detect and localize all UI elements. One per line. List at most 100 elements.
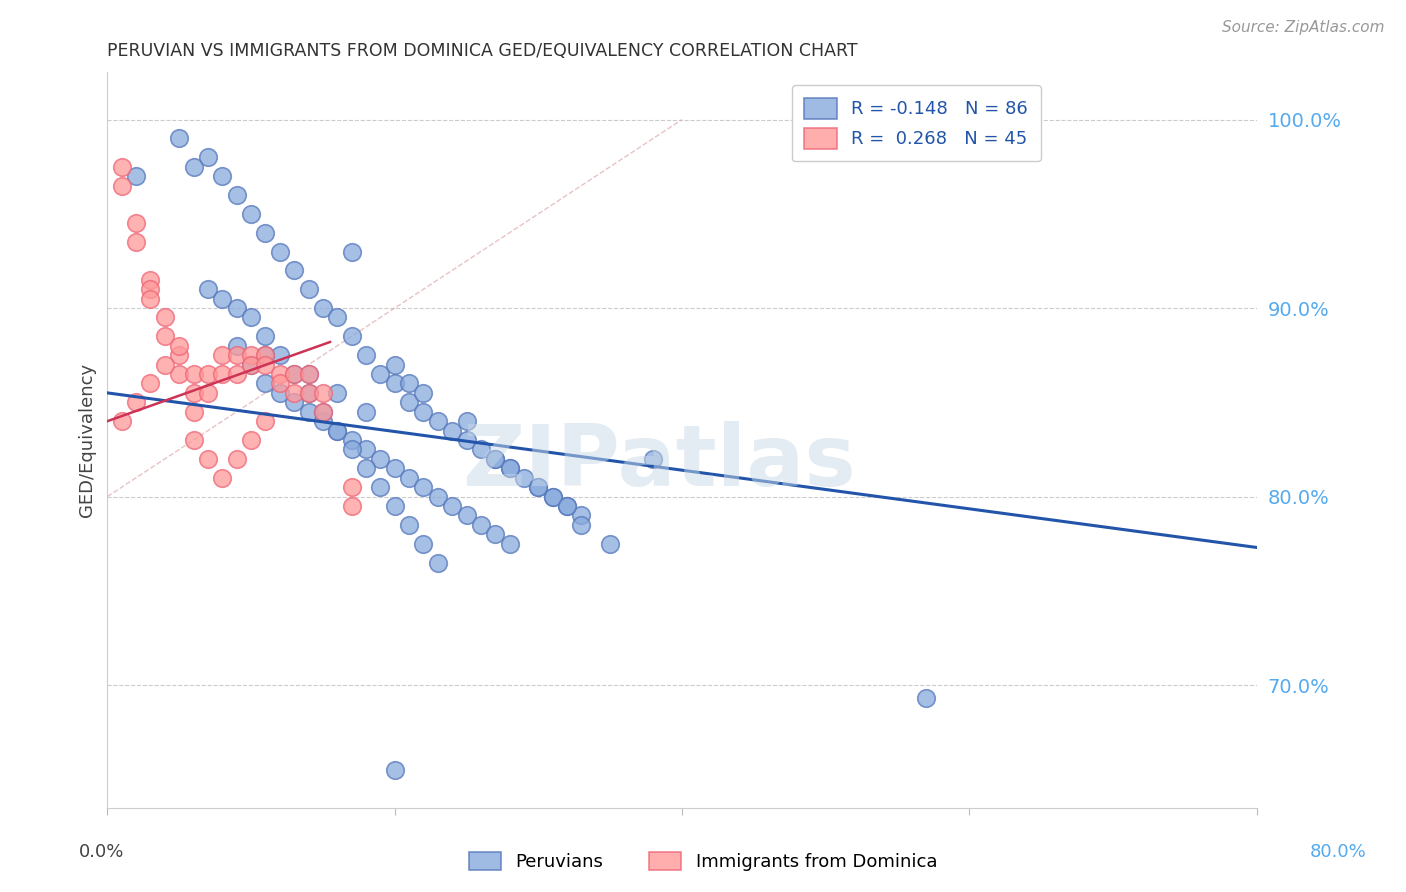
Point: [167, 131, 190, 145]
Point: [326, 424, 349, 438]
Point: [111, 414, 134, 428]
Point: [139, 376, 162, 391]
Point: [571, 508, 593, 523]
Y-axis label: GED/Equivalency: GED/Equivalency: [79, 363, 96, 517]
Point: [312, 405, 335, 419]
Point: [426, 490, 449, 504]
Point: [225, 451, 247, 466]
Point: [211, 367, 233, 381]
Point: [456, 433, 478, 447]
Point: [643, 451, 665, 466]
Point: [183, 367, 205, 381]
Point: [354, 461, 377, 475]
Point: [254, 329, 277, 343]
Point: [240, 433, 263, 447]
Point: [297, 385, 319, 400]
Point: [370, 367, 392, 381]
Point: [240, 207, 263, 221]
Point: [340, 499, 363, 513]
Point: [312, 414, 335, 428]
Legend: Peruvians, Immigrants from Dominica: Peruvians, Immigrants from Dominica: [461, 845, 945, 879]
Point: [111, 178, 134, 193]
Point: [484, 527, 506, 541]
Point: [167, 348, 190, 362]
Point: [555, 499, 578, 513]
Point: [340, 442, 363, 457]
Point: [269, 244, 291, 259]
Point: [412, 385, 434, 400]
Point: [384, 763, 406, 777]
Point: [370, 451, 392, 466]
Point: [139, 273, 162, 287]
Point: [225, 348, 247, 362]
Point: [326, 424, 349, 438]
Point: [541, 490, 564, 504]
Point: [398, 471, 420, 485]
Point: [384, 358, 406, 372]
Point: [183, 160, 205, 174]
Point: [527, 480, 550, 494]
Point: [254, 348, 277, 362]
Point: [269, 376, 291, 391]
Point: [555, 499, 578, 513]
Point: [125, 395, 148, 409]
Point: [269, 385, 291, 400]
Point: [211, 292, 233, 306]
Point: [269, 348, 291, 362]
Text: 80.0%: 80.0%: [1310, 843, 1367, 861]
Point: [384, 376, 406, 391]
Point: [326, 310, 349, 325]
Point: [354, 442, 377, 457]
Point: [599, 537, 621, 551]
Point: [297, 405, 319, 419]
Point: [456, 414, 478, 428]
Point: [197, 150, 219, 164]
Point: [340, 329, 363, 343]
Point: [240, 358, 263, 372]
Point: [541, 490, 564, 504]
Point: [354, 348, 377, 362]
Point: [297, 282, 319, 296]
Point: [326, 385, 349, 400]
Point: [470, 517, 492, 532]
Point: [312, 385, 335, 400]
Point: [354, 405, 377, 419]
Point: [441, 499, 464, 513]
Point: [398, 517, 420, 532]
Point: [470, 442, 492, 457]
Point: [254, 376, 277, 391]
Point: [153, 329, 176, 343]
Point: [571, 517, 593, 532]
Point: [484, 451, 506, 466]
Point: [340, 433, 363, 447]
Point: [426, 414, 449, 428]
Point: [398, 395, 420, 409]
Point: [426, 556, 449, 570]
Point: [139, 282, 162, 296]
Point: [498, 537, 520, 551]
Text: PERUVIAN VS IMMIGRANTS FROM DOMINICA GED/EQUIVALENCY CORRELATION CHART: PERUVIAN VS IMMIGRANTS FROM DOMINICA GED…: [107, 42, 858, 60]
Point: [269, 367, 291, 381]
Point: [225, 339, 247, 353]
Point: [211, 471, 233, 485]
Point: [456, 508, 478, 523]
Point: [197, 367, 219, 381]
Point: [441, 424, 464, 438]
Point: [527, 480, 550, 494]
Text: ZIPatlas: ZIPatlas: [463, 420, 856, 504]
Point: [225, 301, 247, 315]
Point: [197, 385, 219, 400]
Point: [211, 169, 233, 183]
Point: [254, 358, 277, 372]
Point: [915, 691, 938, 706]
Legend: R = -0.148   N = 86, R =  0.268   N = 45: R = -0.148 N = 86, R = 0.268 N = 45: [792, 85, 1040, 161]
Point: [283, 367, 305, 381]
Point: [498, 461, 520, 475]
Point: [340, 244, 363, 259]
Point: [167, 339, 190, 353]
Point: [240, 358, 263, 372]
Point: [297, 367, 319, 381]
Point: [240, 348, 263, 362]
Point: [225, 188, 247, 202]
Point: [398, 376, 420, 391]
